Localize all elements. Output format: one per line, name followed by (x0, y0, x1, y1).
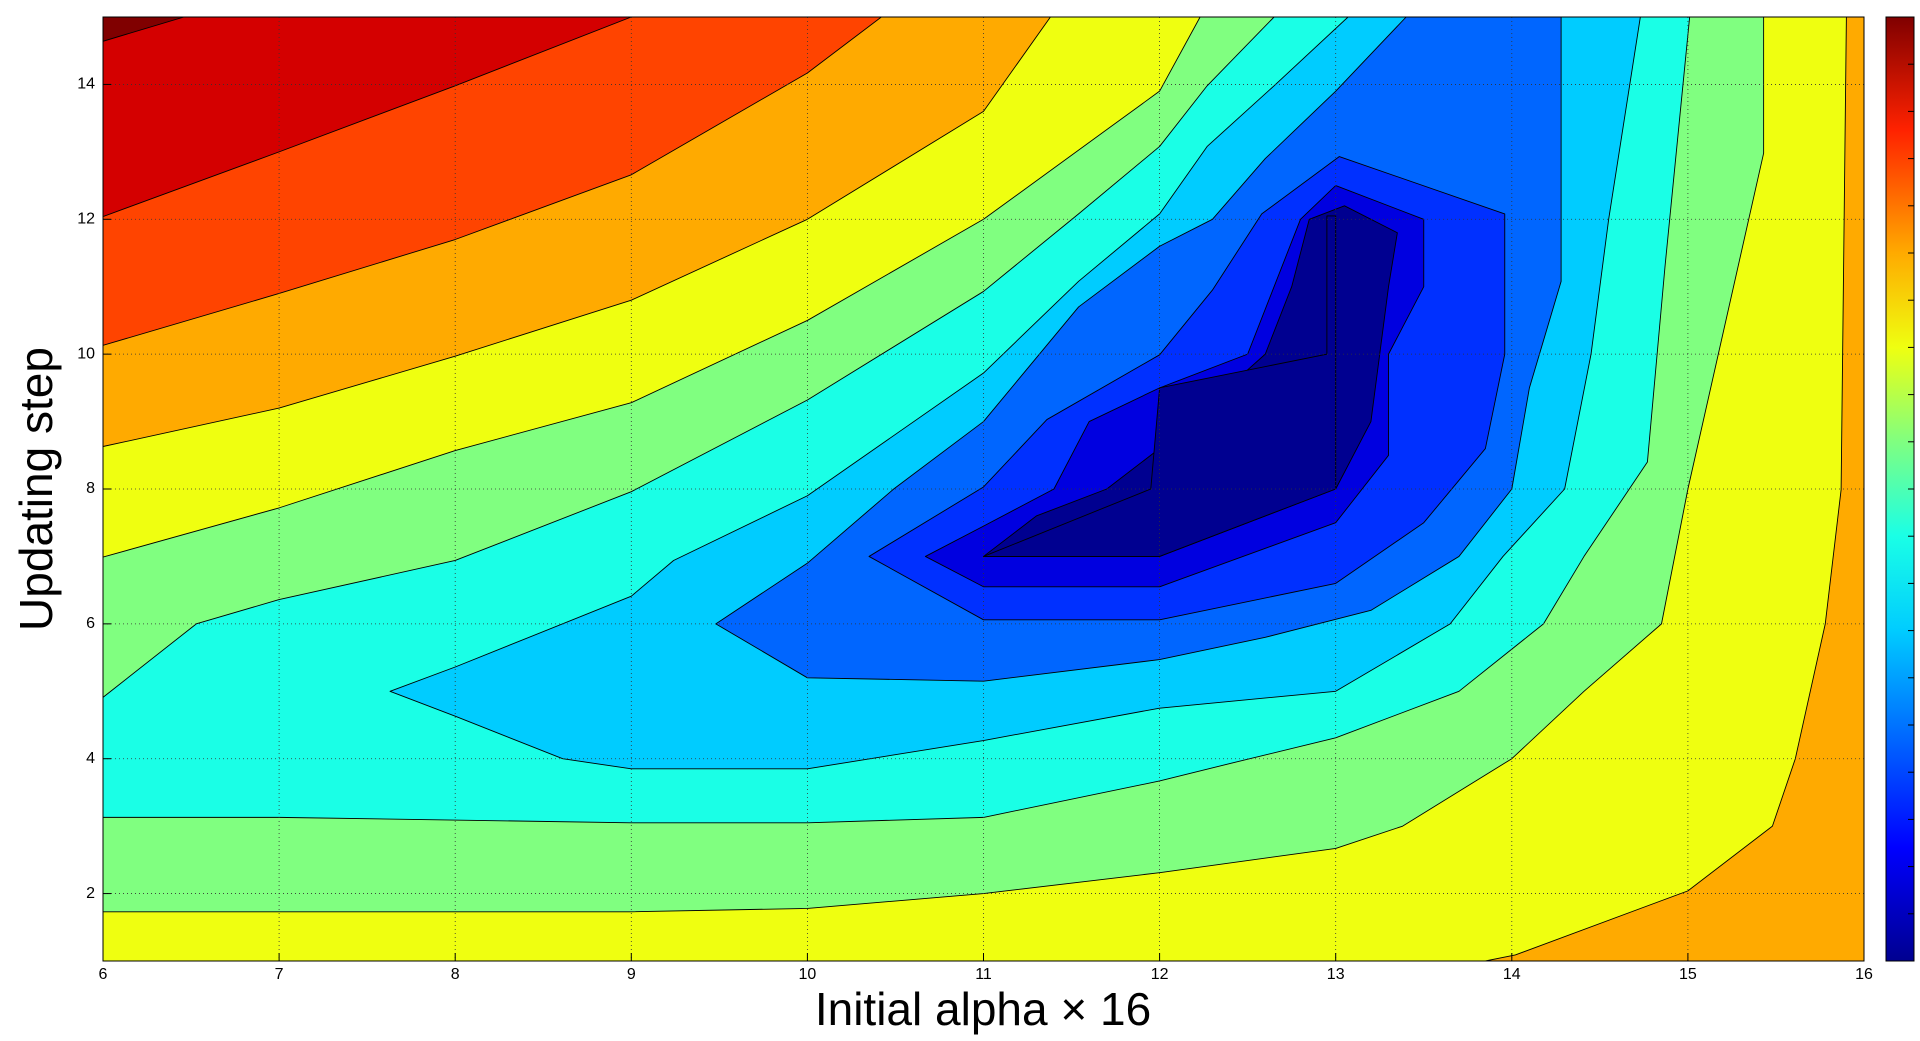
axes: 6 7 8 9 10 11 12 13 14 15 16 2 4 6 8 10 12 14 (77, 76, 1873, 984)
contour-regions (103, 17, 1864, 961)
y-tick-label: 10 (77, 345, 95, 362)
x-tick-label: 10 (799, 966, 817, 983)
x-tick-label: 11 (975, 966, 992, 983)
x-tick-label: 16 (1855, 966, 1873, 983)
contour-region (103, 17, 632, 218)
x-tick-label: 8 (451, 966, 460, 983)
contour-region (1484, 17, 1864, 961)
contour-region (103, 17, 185, 42)
y-tick-label: 6 (86, 615, 95, 632)
x-tick-label: 15 (1679, 966, 1697, 983)
y-tick-label: 4 (86, 750, 95, 767)
y-axis-label: Updating step (10, 347, 62, 631)
contour-region (983, 215, 1337, 557)
y-tick-label: 14 (77, 76, 95, 93)
x-axis-label: Initial alpha × 16 (815, 983, 1151, 1035)
x-tick-label: 14 (1503, 966, 1521, 983)
x-tick-label: 13 (1327, 966, 1345, 983)
y-tick-label: 2 (86, 885, 95, 902)
y-tick-label: 8 (86, 480, 95, 497)
x-tick-label: 6 (99, 966, 108, 983)
x-tick-label: 7 (275, 966, 284, 983)
x-tick-label: 12 (1151, 966, 1169, 983)
colorbar (1885, 16, 1915, 962)
x-tick-label: 9 (627, 966, 636, 983)
y-tick-label: 12 (77, 211, 95, 228)
